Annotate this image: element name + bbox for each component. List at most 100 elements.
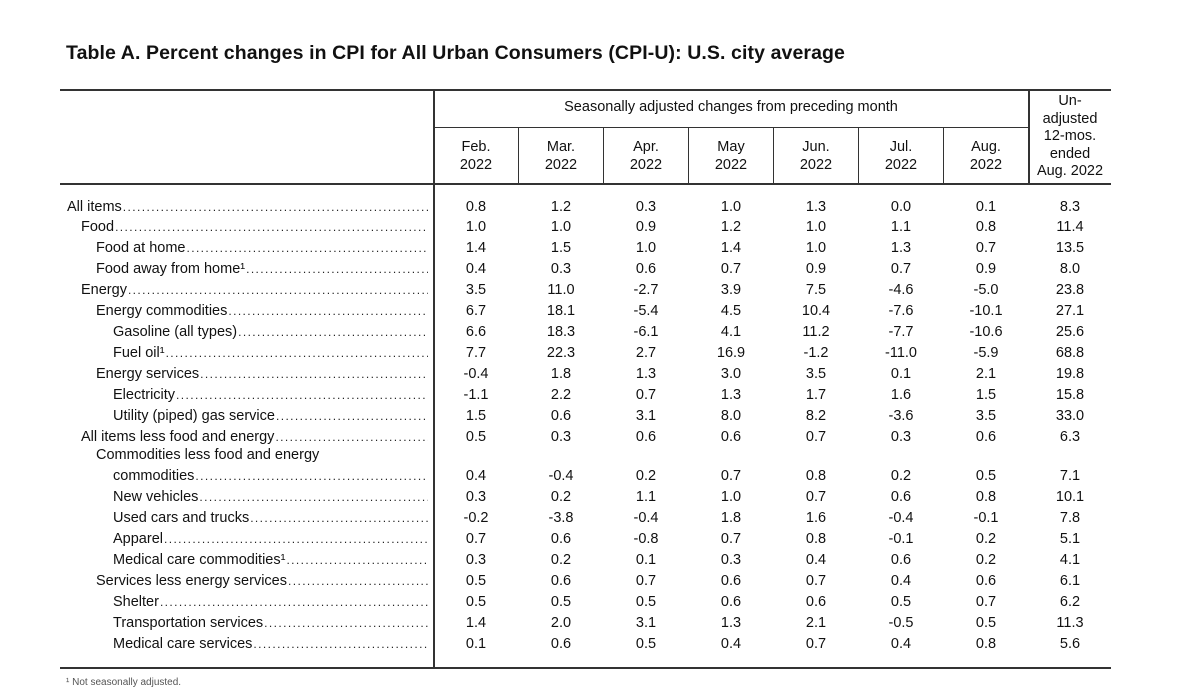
value-cell: 4.1 bbox=[1059, 552, 1081, 568]
value-cell: 2.2 bbox=[550, 387, 572, 403]
value-cell: 13.5 bbox=[1055, 240, 1085, 256]
value-cell: 0.8 bbox=[805, 468, 827, 484]
table-title: Table A. Percent changes in CPI for All … bbox=[66, 42, 845, 64]
value-cell: 23.8 bbox=[1055, 282, 1085, 298]
month-column-header: May 2022 bbox=[689, 138, 773, 174]
value-cell: 3.1 bbox=[635, 408, 657, 424]
value-cell: 7.8 bbox=[1059, 510, 1081, 526]
month-header-line: 2022 bbox=[459, 157, 493, 173]
subheader-rule bbox=[433, 127, 1029, 128]
value-cell: 0.3 bbox=[465, 552, 487, 568]
value-cell: 0.6 bbox=[720, 594, 742, 610]
value-cell: 0.2 bbox=[635, 468, 657, 484]
value-cell: 3.0 bbox=[720, 366, 742, 382]
value-cell: 0.8 bbox=[975, 636, 997, 652]
value-cell: 1.7 bbox=[805, 387, 827, 403]
row-label-text: commodities bbox=[113, 468, 195, 484]
row-label-text: Medical care commodities¹ bbox=[113, 552, 286, 568]
value-cell: 6.1 bbox=[1059, 573, 1081, 589]
value-cell: 68.8 bbox=[1055, 345, 1085, 361]
month-header-line: 2022 bbox=[884, 157, 918, 173]
leader-dots: ........................................… bbox=[275, 430, 428, 444]
leader-dots: ........................................… bbox=[176, 388, 428, 402]
value-cell: 0.9 bbox=[635, 219, 657, 235]
value-cell: 5.6 bbox=[1059, 636, 1081, 652]
value-cell: 1.0 bbox=[635, 240, 657, 256]
month-column-divider bbox=[858, 128, 859, 184]
table-row: All items less food and energy..........… bbox=[0, 427, 1184, 448]
value-cell: 0.7 bbox=[465, 531, 487, 547]
month-header-line: Feb. bbox=[461, 139, 491, 155]
value-cell: 0.2 bbox=[975, 552, 997, 568]
table-row: Transportation services.................… bbox=[0, 613, 1184, 634]
leader-dots: ........................................… bbox=[288, 574, 428, 588]
value-cell: 0.0 bbox=[890, 199, 912, 215]
value-cell: 0.4 bbox=[720, 636, 742, 652]
row-label: Utility (piped) gas service.............… bbox=[113, 406, 428, 427]
value-cell: 0.7 bbox=[720, 531, 742, 547]
value-cell: 0.5 bbox=[975, 468, 997, 484]
value-cell: -0.5 bbox=[888, 615, 914, 631]
value-cell: 0.9 bbox=[975, 261, 997, 277]
row-label: Shelter.................................… bbox=[113, 592, 428, 613]
table-row: Medical care commodities¹...............… bbox=[0, 550, 1184, 571]
row-label-text: Energy commodities bbox=[96, 303, 228, 319]
month-column-divider bbox=[603, 128, 604, 184]
value-cell: 6.6 bbox=[465, 324, 487, 340]
value-cell: -0.1 bbox=[973, 510, 999, 526]
row-label-wrapped-line: Commodities less food and energy bbox=[96, 447, 320, 463]
value-cell: 25.6 bbox=[1055, 324, 1085, 340]
stub-divider bbox=[433, 89, 435, 668]
table-row: Food....................................… bbox=[0, 217, 1184, 238]
value-cell: 19.8 bbox=[1055, 366, 1085, 382]
month-header-line: Jul. bbox=[889, 139, 913, 155]
value-cell: 11.4 bbox=[1056, 219, 1084, 235]
unadjusted-header: Un- adjusted 12-mos. ended Aug. 2022 bbox=[1029, 93, 1111, 181]
value-cell: 0.7 bbox=[975, 594, 997, 610]
leader-dots: ........................................… bbox=[165, 346, 428, 360]
month-header-line: 2022 bbox=[969, 157, 1003, 173]
leader-dots: ........................................… bbox=[122, 200, 428, 214]
row-label: commodities.............................… bbox=[113, 466, 428, 487]
value-cell: 0.7 bbox=[635, 573, 657, 589]
table-row: Energy services.........................… bbox=[0, 364, 1184, 385]
row-label-text: Medical care services bbox=[113, 636, 253, 652]
value-cell: 2.1 bbox=[805, 615, 827, 631]
value-cell: -5.4 bbox=[633, 303, 659, 319]
value-cell: -4.6 bbox=[888, 282, 914, 298]
value-cell: 1.0 bbox=[550, 219, 572, 235]
row-label-text: Transportation services bbox=[113, 615, 264, 631]
row-label: Food....................................… bbox=[81, 217, 428, 238]
table-row: Medical care services...................… bbox=[0, 634, 1184, 655]
value-cell: 0.6 bbox=[805, 594, 827, 610]
value-cell: 0.6 bbox=[975, 429, 997, 445]
value-cell: 0.8 bbox=[805, 531, 827, 547]
value-cell: -1.2 bbox=[803, 345, 829, 361]
row-label: Services less energy services...........… bbox=[96, 571, 428, 592]
value-cell: 0.6 bbox=[550, 408, 572, 424]
value-cell: 0.7 bbox=[720, 261, 742, 277]
leader-dots: ........................................… bbox=[264, 616, 428, 630]
value-cell: 8.0 bbox=[720, 408, 742, 424]
value-cell: 0.3 bbox=[550, 261, 572, 277]
value-cell: 0.3 bbox=[550, 429, 572, 445]
row-label: All items...............................… bbox=[67, 197, 428, 218]
value-cell: -5.0 bbox=[973, 282, 999, 298]
month-header-line: Aug. bbox=[971, 139, 1001, 155]
row-label: Energy commodities......................… bbox=[96, 301, 428, 322]
value-cell: 18.1 bbox=[546, 303, 576, 319]
value-cell: 1.0 bbox=[465, 219, 487, 235]
month-header-line: 2022 bbox=[629, 157, 663, 173]
value-cell: 0.5 bbox=[890, 594, 912, 610]
value-cell: 0.7 bbox=[890, 261, 912, 277]
value-cell: 2.7 bbox=[635, 345, 657, 361]
value-cell: -0.8 bbox=[633, 531, 659, 547]
value-cell: 33.0 bbox=[1055, 408, 1085, 424]
leader-dots: ........................................… bbox=[238, 325, 428, 339]
table-top-rule bbox=[60, 89, 1111, 91]
value-cell: 16.9 bbox=[716, 345, 746, 361]
row-label: Fuel oil¹...............................… bbox=[113, 343, 428, 364]
row-label-text: Services less energy services bbox=[96, 573, 287, 589]
row-label: Used cars and trucks....................… bbox=[113, 508, 428, 529]
value-cell: 0.4 bbox=[465, 261, 487, 277]
